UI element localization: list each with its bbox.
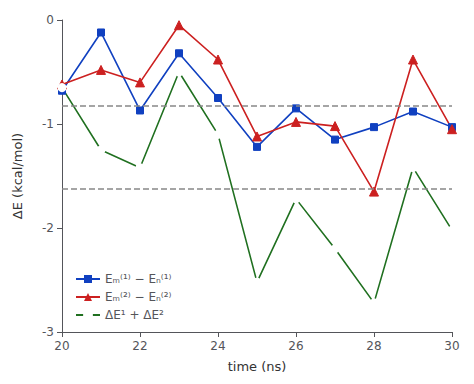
svg-text:Eₘ⁽¹⁾ − Eₙ⁽¹⁾: Eₘ⁽¹⁾ − Eₙ⁽¹⁾ (105, 272, 172, 286)
svg-text:20: 20 (54, 339, 69, 353)
svg-text:ΔE (kcal/mol): ΔE (kcal/mol) (10, 133, 25, 219)
svg-text:30: 30 (444, 339, 459, 353)
svg-text:0: 0 (46, 13, 54, 27)
svg-text:-3: -3 (42, 325, 54, 339)
svg-text:Eₘ⁽²⁾ − Eₙ⁽²⁾: Eₘ⁽²⁾ − Eₙ⁽²⁾ (105, 290, 172, 304)
svg-text:24: 24 (210, 339, 225, 353)
svg-text:ΔE¹ + ΔE²: ΔE¹ + ΔE² (105, 308, 164, 322)
svg-text:26: 26 (288, 339, 303, 353)
svg-text:28: 28 (366, 339, 381, 353)
svg-text:-2: -2 (42, 221, 54, 235)
svg-text:-1: -1 (42, 117, 54, 131)
svg-text:22: 22 (132, 339, 147, 353)
svg-text:time (ns): time (ns) (228, 359, 287, 374)
